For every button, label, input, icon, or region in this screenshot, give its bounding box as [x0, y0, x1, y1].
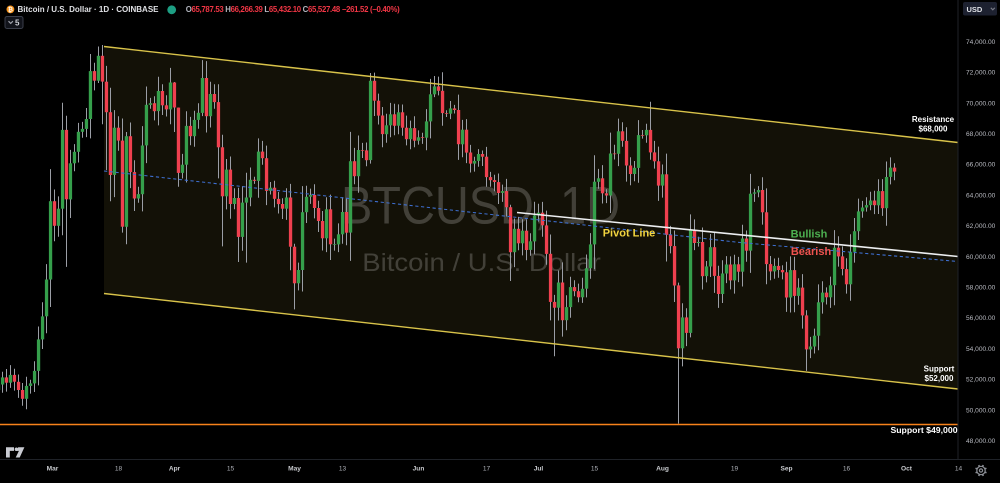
svg-text:5: 5	[15, 19, 20, 28]
svg-text:13: 13	[339, 466, 347, 473]
svg-text:$52,000: $52,000	[925, 374, 954, 383]
svg-text:15: 15	[591, 466, 599, 473]
svg-text:O65,787.53 H66,266.39 L65,432.: O65,787.53 H66,266.39 L65,432.10 C65,527…	[186, 5, 400, 14]
svg-text:56,000.00: 56,000.00	[966, 315, 996, 322]
svg-text:68,000.00: 68,000.00	[966, 131, 996, 138]
svg-text:Jul: Jul	[534, 466, 544, 473]
svg-text:19: 19	[731, 466, 739, 473]
svg-text:Jun: Jun	[413, 466, 425, 473]
svg-text:62,000.00: 62,000.00	[966, 223, 996, 230]
svg-text:Support: Support	[924, 365, 955, 374]
svg-text:17: 17	[483, 466, 491, 473]
svg-text:Pivot Line: Pivot Line	[603, 228, 656, 240]
svg-text:Sep: Sep	[780, 466, 792, 473]
svg-text:52,000.00: 52,000.00	[966, 377, 996, 384]
svg-text:54,000.00: 54,000.00	[966, 346, 996, 353]
svg-text:USD: USD	[967, 5, 983, 14]
svg-text:Resistance: Resistance	[912, 115, 955, 124]
svg-text:Mar: Mar	[47, 466, 59, 473]
svg-text:72,000.00: 72,000.00	[966, 70, 996, 77]
svg-text:Bullish: Bullish	[791, 229, 828, 241]
svg-text:15: 15	[227, 466, 235, 473]
svg-text:14: 14	[955, 466, 963, 473]
svg-text:50,000.00: 50,000.00	[966, 407, 996, 414]
svg-text:66,000.00: 66,000.00	[966, 162, 996, 169]
svg-text:58,000.00: 58,000.00	[966, 285, 996, 292]
svg-text:Apr: Apr	[169, 466, 181, 473]
svg-text:18: 18	[115, 466, 123, 473]
svg-text:16: 16	[843, 466, 851, 473]
svg-text:74,000.00: 74,000.00	[966, 39, 996, 46]
svg-text:60,000.00: 60,000.00	[966, 254, 996, 261]
svg-text:Bitcoin / U.S. Dollar · 1D · C: Bitcoin / U.S. Dollar · 1D · COINBASE	[18, 5, 160, 14]
svg-text:Aug: Aug	[656, 466, 669, 473]
svg-text:BTCUSD, 1D: BTCUSD, 1D	[341, 177, 620, 236]
svg-text:Bearish: Bearish	[791, 246, 832, 258]
svg-text:₿: ₿	[8, 7, 13, 14]
svg-text:Oct: Oct	[901, 466, 913, 473]
svg-text:64,000.00: 64,000.00	[966, 192, 996, 199]
svg-text:May: May	[288, 466, 301, 473]
svg-text:70,000.00: 70,000.00	[966, 100, 996, 107]
svg-text:$68,000: $68,000	[919, 125, 948, 134]
svg-text:Bitcoin / U.S. Dollar: Bitcoin / U.S. Dollar	[362, 249, 601, 277]
svg-text:48,000.00: 48,000.00	[966, 438, 996, 445]
svg-text:Support $49,000: Support $49,000	[890, 425, 957, 435]
